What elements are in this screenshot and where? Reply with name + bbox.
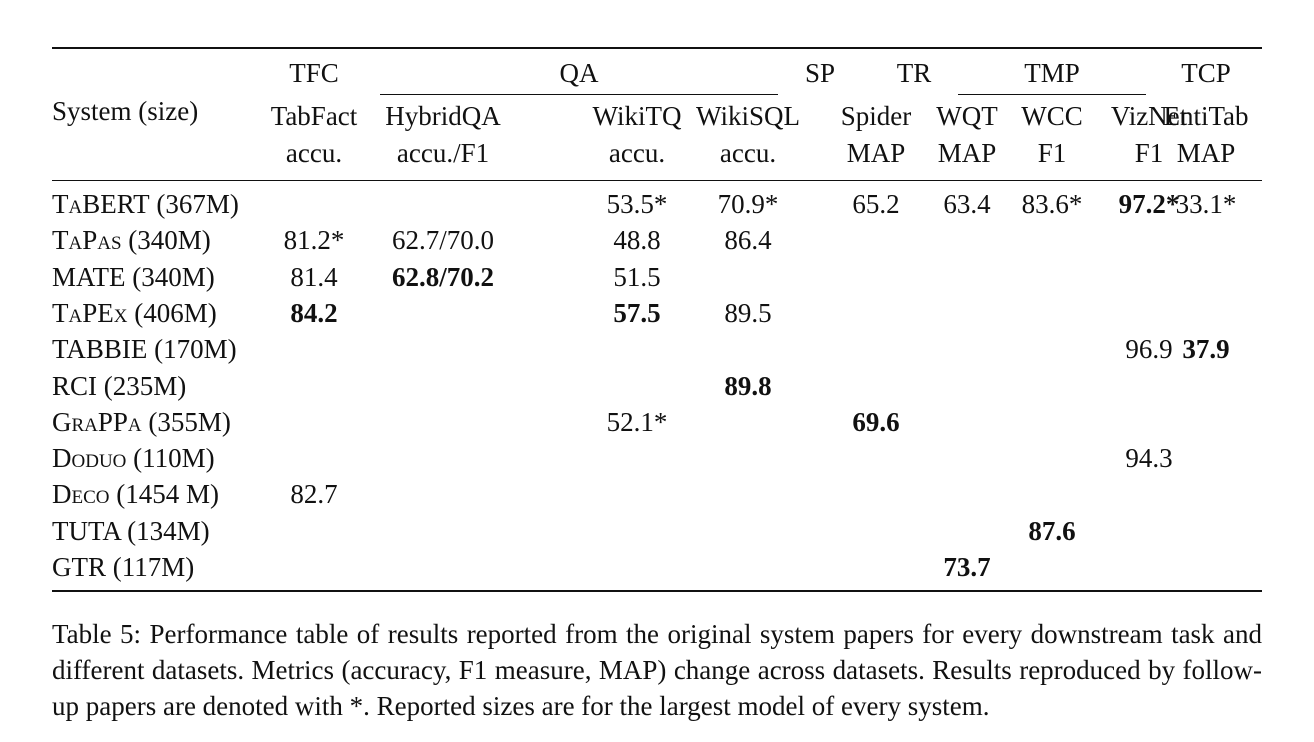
table-cell: 69.6 [852,407,900,437]
column-header-wcc: WCC [1021,101,1083,131]
header-rule [52,180,1262,181]
column-header-tabfact: TabFact [270,101,358,131]
table-cell: 89.5 [724,298,772,328]
row-system-name: TaPEx (406M) [52,298,217,328]
group-header-tcp: TCP [1181,58,1231,88]
table-cell: 62.7/70.0 [391,225,495,255]
column-metric-wcc: F1 [1037,138,1067,168]
column-metric-wikitq: accu. [608,138,666,168]
table-cell: 37.9 [1182,334,1230,364]
table-cell: 87.6 [1028,516,1076,546]
group-header-tmp: TMP [1024,58,1080,88]
column-metric-hybridqa: accu./F1 [396,138,490,168]
row-system-name: GraPPa (355M) [52,407,231,437]
table-cell: 33.1* [1175,189,1237,219]
column-header-entitab: EntiTab [1163,101,1249,131]
table-cell: 70.9* [717,189,779,219]
group-header-qa: QA [559,58,599,88]
table-cell: 62.8/70.2 [391,262,495,292]
table-cell: 94.3 [1125,443,1173,473]
table-cell: 57.5 [613,298,661,328]
table-cell: 51.5 [613,262,661,292]
system-column-header: System (size) [52,96,199,126]
table-cell: 84.2 [290,298,338,328]
column-metric-tabfact: accu. [285,138,343,168]
row-system-name: GTR (117M) [52,552,195,582]
row-system-name: TaBERT (367M) [52,189,239,219]
column-header-spider: Spider [840,101,912,131]
row-system-name: RCI (235M) [52,371,187,401]
row-system-name: TaPas (340M) [52,225,211,255]
group-header-sp: SP [804,58,836,88]
table-cell: 82.7 [290,479,338,509]
table-cell: 96.9 [1125,334,1173,364]
top-rule [52,47,1262,49]
table-cell: 48.8 [613,225,661,255]
table-cell: 53.5* [606,189,668,219]
qa-group-rule [380,94,778,95]
table-cell: 97.2* [1118,189,1180,219]
column-header-hybridqa: HybridQA [385,101,501,131]
column-metric-entitab: MAP [1176,138,1236,168]
table-cell: 86.4 [724,225,772,255]
row-system-name: MATE (340M) [52,262,215,292]
tmp-group-rule [958,94,1146,95]
table-cell: 63.4 [943,189,991,219]
column-header-viznet: VizNet [1110,101,1188,131]
group-header-tfc: TFC [289,58,339,88]
table-caption: Table 5: Performance table of results re… [52,619,1262,721]
row-system-name: Deco (1454 M) [52,479,219,509]
table-cell: 81.4 [290,262,338,292]
table-cell: 89.8 [724,371,772,401]
row-system-name: TUTA (134M) [52,516,210,546]
table-cell: 65.2 [852,189,900,219]
table-cell: 81.2* [283,225,345,255]
column-metric-viznet: F1 [1134,138,1164,168]
column-header-wikitq: WikiTQ [592,101,682,131]
column-header-wqt: WQT [936,101,998,131]
row-system-name: Doduo (110M) [52,443,215,473]
table-cell: 52.1* [606,407,668,437]
column-metric-wqt: MAP [937,138,997,168]
bottom-rule [52,590,1262,592]
performance-table: System (size) TFC QA SP TR TMP TCP TabFa… [52,0,1262,600]
column-metric-spider: MAP [846,138,906,168]
column-header-wikisql: WikiSQL [696,101,800,131]
table-cell: 83.6* [1021,189,1083,219]
group-header-tr: TR [896,58,932,88]
row-system-name: TABBIE (170M) [52,334,237,364]
column-metric-wikisql: accu. [719,138,777,168]
table-cell: 73.7 [943,552,991,582]
